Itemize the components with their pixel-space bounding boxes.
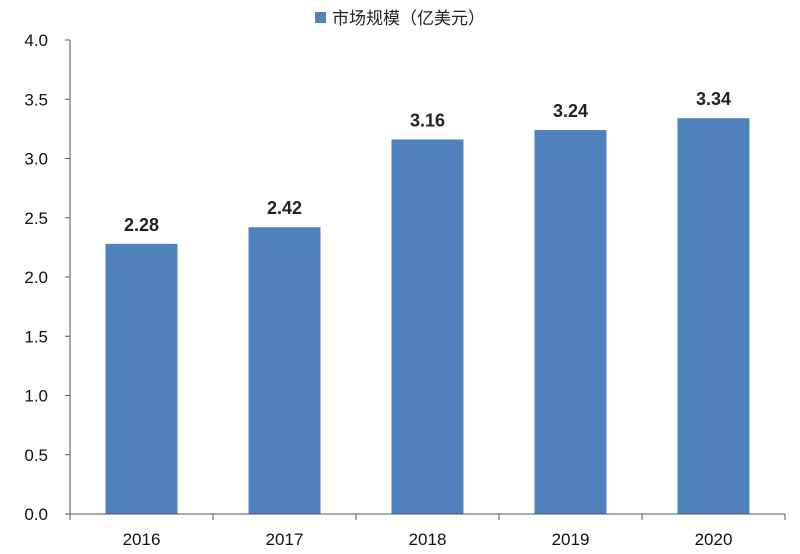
y-tick-label: 1.5 [24,327,48,346]
data-label-2016: 2.28 [124,215,159,235]
y-tick-label: 0.5 [24,446,48,465]
y-tick-label: 0.0 [24,505,48,524]
legend: 市场规模（亿美元） [0,4,800,29]
bar-2020 [677,118,750,515]
y-tick-label: 4.0 [24,31,48,50]
x-tick-label: 2019 [552,530,590,549]
x-axis-ticks: 2016 2017 2018 2019 2020 [69,514,786,549]
bar-2019 [534,130,607,514]
data-label-2019: 3.24 [553,101,588,121]
legend-swatch [315,12,326,23]
x-tick-label: 2016 [123,530,161,549]
data-label-2020: 3.34 [696,89,731,109]
x-tick-label: 2018 [409,530,447,549]
bar-2017 [248,227,321,515]
y-tick-label: 3.5 [24,90,48,109]
y-tick-label: 2.5 [24,209,48,228]
data-labels: 2.28 2.42 3.16 3.24 3.34 [124,89,731,235]
y-tick-label: 2.0 [24,268,48,287]
x-tick-label: 2020 [695,530,733,549]
data-label-2017: 2.42 [267,198,302,218]
legend-label: 市场规模（亿美元） [332,9,485,29]
bars [105,118,750,515]
bar-2016 [105,243,178,514]
y-tick-label: 3.0 [24,150,48,169]
data-label-2018: 3.16 [410,111,445,131]
y-tick-label: 1.0 [24,387,48,406]
x-tick-label: 2017 [266,530,304,549]
bar-2018 [391,139,464,515]
y-axis-ticks: 0.0 0.5 1.0 1.5 2.0 2.5 3.0 3.5 4.0 [24,31,70,524]
